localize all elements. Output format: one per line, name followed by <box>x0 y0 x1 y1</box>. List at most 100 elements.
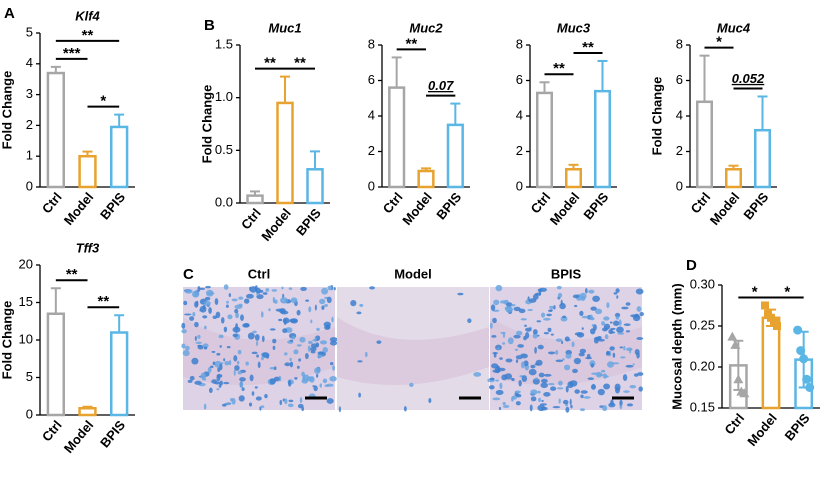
stain <box>202 378 207 381</box>
significance-label: *** <box>63 45 81 62</box>
stain <box>214 298 219 306</box>
stain <box>520 361 525 369</box>
stain <box>537 404 546 412</box>
stain <box>515 401 521 406</box>
stain <box>324 304 328 308</box>
y-axis-label: Fold Change <box>0 301 14 380</box>
stain <box>505 306 513 313</box>
stain <box>607 361 614 368</box>
stain <box>181 343 186 349</box>
stain <box>556 285 562 290</box>
stain <box>231 397 236 405</box>
stain <box>625 364 634 368</box>
stain <box>616 326 624 334</box>
stain <box>495 379 499 382</box>
stain <box>271 289 278 292</box>
stain <box>257 361 261 369</box>
stain <box>304 353 309 360</box>
stain <box>321 305 325 310</box>
stain <box>260 311 264 318</box>
stain <box>251 351 258 355</box>
bar <box>276 101 294 205</box>
stain <box>332 365 336 371</box>
error-bar <box>539 81 550 93</box>
stain <box>540 382 548 389</box>
stain <box>495 344 502 351</box>
stain <box>547 383 555 386</box>
stain <box>589 314 593 321</box>
stain <box>227 314 233 320</box>
stain <box>264 394 268 399</box>
stain <box>241 387 245 391</box>
x-tick-label: Ctrl <box>39 189 65 216</box>
stain <box>601 321 606 326</box>
stain <box>532 378 540 385</box>
stain <box>305 299 310 302</box>
stain <box>238 395 245 402</box>
stain <box>506 302 513 307</box>
stain <box>232 326 241 333</box>
stain <box>490 304 496 311</box>
stain <box>310 343 318 349</box>
stain <box>550 386 557 391</box>
stain <box>518 379 522 387</box>
stain <box>493 352 497 358</box>
stain <box>571 341 575 348</box>
stain <box>618 319 622 326</box>
chart-title: Muc1 <box>268 20 301 35</box>
significance-label: ** <box>66 266 78 283</box>
point <box>727 331 738 341</box>
stain <box>310 350 316 354</box>
stain <box>225 304 229 308</box>
stain <box>207 366 212 373</box>
stain <box>492 317 497 324</box>
y-tick-label: 1 <box>26 148 33 163</box>
stain <box>586 353 591 359</box>
stain <box>247 332 255 340</box>
stain <box>207 292 215 295</box>
stain <box>197 344 204 350</box>
stain <box>635 288 644 295</box>
bar <box>565 168 582 189</box>
stain <box>208 387 213 394</box>
stain <box>376 340 382 344</box>
y-tick-label: 2 <box>516 143 523 158</box>
stain <box>228 293 232 298</box>
panel-label: C <box>183 266 194 283</box>
stain <box>632 363 635 366</box>
stain <box>610 327 616 330</box>
error-bar <box>757 95 768 131</box>
point <box>733 374 744 384</box>
y-tick-label: 1.0 <box>215 89 233 104</box>
stain <box>580 390 588 394</box>
stain <box>513 306 521 312</box>
point <box>773 322 781 330</box>
significance-label: * <box>100 93 106 110</box>
stain <box>192 312 196 317</box>
y-tick-label: 15 <box>19 294 33 309</box>
stain <box>329 340 338 346</box>
stain <box>495 389 504 395</box>
error-bar <box>50 287 61 314</box>
stain <box>254 334 260 341</box>
stain <box>597 388 605 396</box>
stain <box>538 397 542 402</box>
stain <box>219 345 222 348</box>
x-tick-label: BPIS <box>97 417 128 450</box>
stain <box>287 403 294 408</box>
stain <box>272 338 277 344</box>
y-tick-label: 0 <box>368 178 375 193</box>
y-tick-label: 6 <box>516 72 523 87</box>
stain <box>623 345 626 351</box>
stain <box>220 317 225 324</box>
stain <box>196 300 199 307</box>
stain <box>182 349 190 357</box>
stain <box>302 374 306 381</box>
stain <box>581 315 589 319</box>
stain <box>547 351 556 355</box>
stain <box>637 372 644 376</box>
y-tick-label: 0 <box>676 178 683 193</box>
stain <box>592 295 600 302</box>
stain <box>579 292 587 300</box>
